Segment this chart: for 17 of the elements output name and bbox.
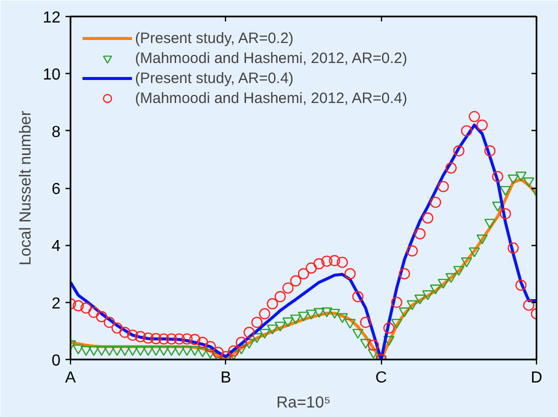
y-tick-label: 4 (52, 238, 61, 256)
y-tick-label: 12 (42, 10, 61, 26)
y-tick-label: 0 (52, 352, 61, 370)
x-axis-title: Ra=10⁵ (276, 394, 331, 412)
x-tick-label: D (530, 370, 542, 386)
legend-label: (Present study, AR=0.4) (135, 70, 294, 86)
x-tick-label: C (375, 370, 387, 386)
y-axis-title: Local Nusselt number (18, 110, 35, 266)
legend-label: (Present study, AR=0.2) (135, 30, 294, 46)
legend-label: (Mahmoodi and Hashemi, 2012, AR=0.2) (135, 50, 408, 66)
x-tick-label: B (220, 370, 232, 386)
y-tick-label: 10 (42, 66, 61, 84)
legend-label: (Mahmoodi and Hashemi, 2012, AR=0.4) (135, 90, 408, 106)
y-tick-label: 8 (52, 124, 61, 141)
y-tick-label: 2 (52, 295, 61, 312)
y-tick-label: 6 (52, 181, 61, 198)
x-tick-label: A (65, 370, 76, 386)
